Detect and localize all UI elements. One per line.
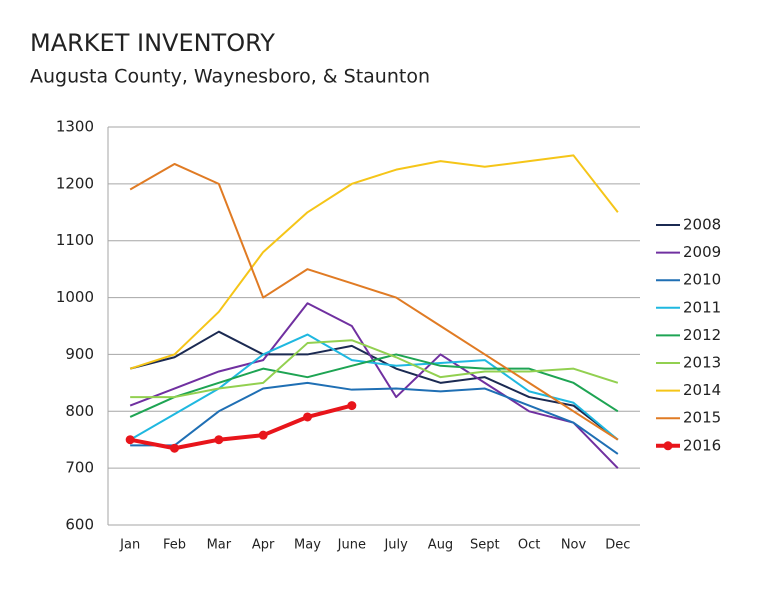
legend-label: 2008 xyxy=(683,216,721,234)
chart-title: MARKET INVENTORY xyxy=(30,29,275,57)
legend-marker xyxy=(663,441,673,451)
legend-label: 2015 xyxy=(683,409,721,427)
point xyxy=(258,430,268,440)
point xyxy=(303,412,312,422)
legend-label: 2014 xyxy=(683,381,721,399)
chart-subtitle: Augusta County, Waynesboro, & Staunton xyxy=(30,66,430,88)
x-tick-label: Mar xyxy=(207,538,232,553)
y-tick-label: 900 xyxy=(65,345,94,363)
series-line xyxy=(130,339,619,399)
y-tick-label: 1300 xyxy=(56,118,94,136)
x-tick-label: Jan xyxy=(119,538,140,553)
y-tick-label: 800 xyxy=(65,402,94,420)
series-line xyxy=(129,154,619,370)
series-line xyxy=(129,302,619,469)
legend-label: 2010 xyxy=(683,271,721,289)
legend-label: 2011 xyxy=(683,298,721,316)
legend-label: 2016 xyxy=(683,436,721,454)
legend-label: 2013 xyxy=(683,354,721,372)
x-tick-label: Oct xyxy=(518,538,540,553)
series-line xyxy=(129,330,619,441)
point xyxy=(214,435,224,445)
y-tick-label: 1000 xyxy=(56,288,94,306)
y-tick-label: 600 xyxy=(65,516,94,534)
y-tick-label: 1100 xyxy=(56,231,94,249)
y-tick-label: 1200 xyxy=(56,174,94,192)
series-line xyxy=(130,381,619,455)
x-tick-label: Apr xyxy=(252,538,275,553)
x-tick-label: Aug xyxy=(428,538,453,553)
x-tick-label: Nov xyxy=(561,538,587,553)
series-line xyxy=(129,403,353,451)
legend-label: 2009 xyxy=(683,243,721,261)
x-tick-label: Dec xyxy=(605,538,630,553)
x-tick-label: May xyxy=(294,538,321,553)
point xyxy=(170,443,179,453)
point xyxy=(125,435,135,445)
y-tick-label: 700 xyxy=(65,459,94,477)
point xyxy=(347,401,357,411)
x-tick-label: Feb xyxy=(163,538,186,553)
legend-label: 2012 xyxy=(683,326,721,344)
x-tick-label: July xyxy=(383,538,408,553)
x-tick-label: June xyxy=(337,538,366,553)
series-line xyxy=(129,333,619,441)
x-tick-label: Sept xyxy=(470,538,500,553)
series-line xyxy=(129,162,619,441)
